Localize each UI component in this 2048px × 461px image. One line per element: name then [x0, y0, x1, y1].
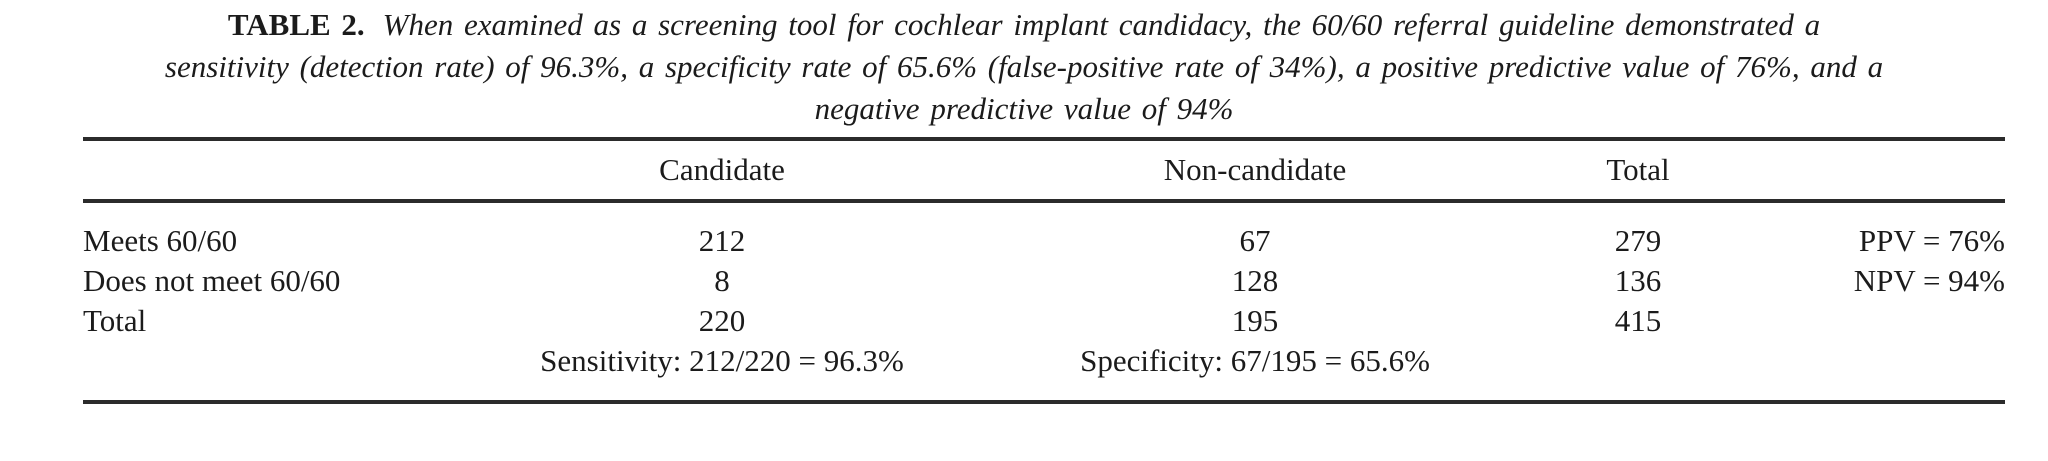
caption-line-1-text: When examined as a screening tool for co…	[382, 7, 1821, 42]
cell-non-candidate: 128	[1231, 263, 1279, 298]
header-non-candidate: Non-candidate	[961, 139, 1549, 203]
row-label: Does not meet 60/60	[83, 263, 341, 298]
cell-sensitivity: Sensitivity: 212/220 = 96.3%	[483, 341, 961, 404]
table-row-stats: Sensitivity: 212/220 = 96.3% Specificity…	[83, 341, 2005, 404]
row-label: Total	[83, 303, 147, 338]
cell-candidate: 212	[698, 223, 746, 258]
cell-candidate: 8	[714, 263, 730, 298]
table-number-label: TABLE 2.	[227, 7, 365, 42]
header-total: Total	[1549, 139, 1727, 203]
table-row-meets: Meets 60/60 212 67 279 PPV = 76%	[83, 201, 2005, 261]
cell-ppv: PPV = 76%	[1858, 223, 2005, 258]
contingency-table: Candidate Non-candidate Total Meets 60/6…	[83, 137, 2005, 404]
header-candidate: Candidate	[483, 139, 961, 203]
cell-total: 136	[1614, 263, 1662, 298]
row-label: Meets 60/60	[83, 223, 238, 258]
cell-total: 415	[1614, 303, 1662, 338]
cell-specificity: Specificity: 67/195 = 65.6%	[961, 341, 1549, 404]
header-note	[1727, 139, 2005, 203]
cell-note-empty	[1727, 341, 2005, 404]
cell-note-empty	[1727, 301, 2005, 341]
header-row-label	[83, 139, 483, 203]
cell-candidate: 220	[698, 303, 746, 338]
cell-non-candidate: 195	[1231, 303, 1279, 338]
cell-total-empty	[1549, 341, 1727, 404]
cell-non-candidate: 67	[1239, 223, 1271, 258]
table-row-total: Total 220 195 415	[83, 301, 2005, 341]
caption-line-1: TABLE 2. When examined as a screening too…	[0, 4, 2048, 46]
table-row-does-not-meet: Does not meet 60/60 8 128 136 NPV = 94%	[83, 261, 2005, 301]
cell-npv: NPV = 94%	[1853, 263, 2005, 298]
header-row: Candidate Non-candidate Total	[83, 139, 2005, 203]
caption-line-3: negative predictive value of 94%	[814, 91, 1234, 126]
cell-total: 279	[1614, 223, 1662, 258]
row-label-empty	[83, 341, 483, 404]
table-caption: TABLE 2. When examined as a screening too…	[0, 4, 2048, 130]
caption-line-2: sensitivity (detection rate) of 96.3%, a…	[164, 49, 1884, 84]
